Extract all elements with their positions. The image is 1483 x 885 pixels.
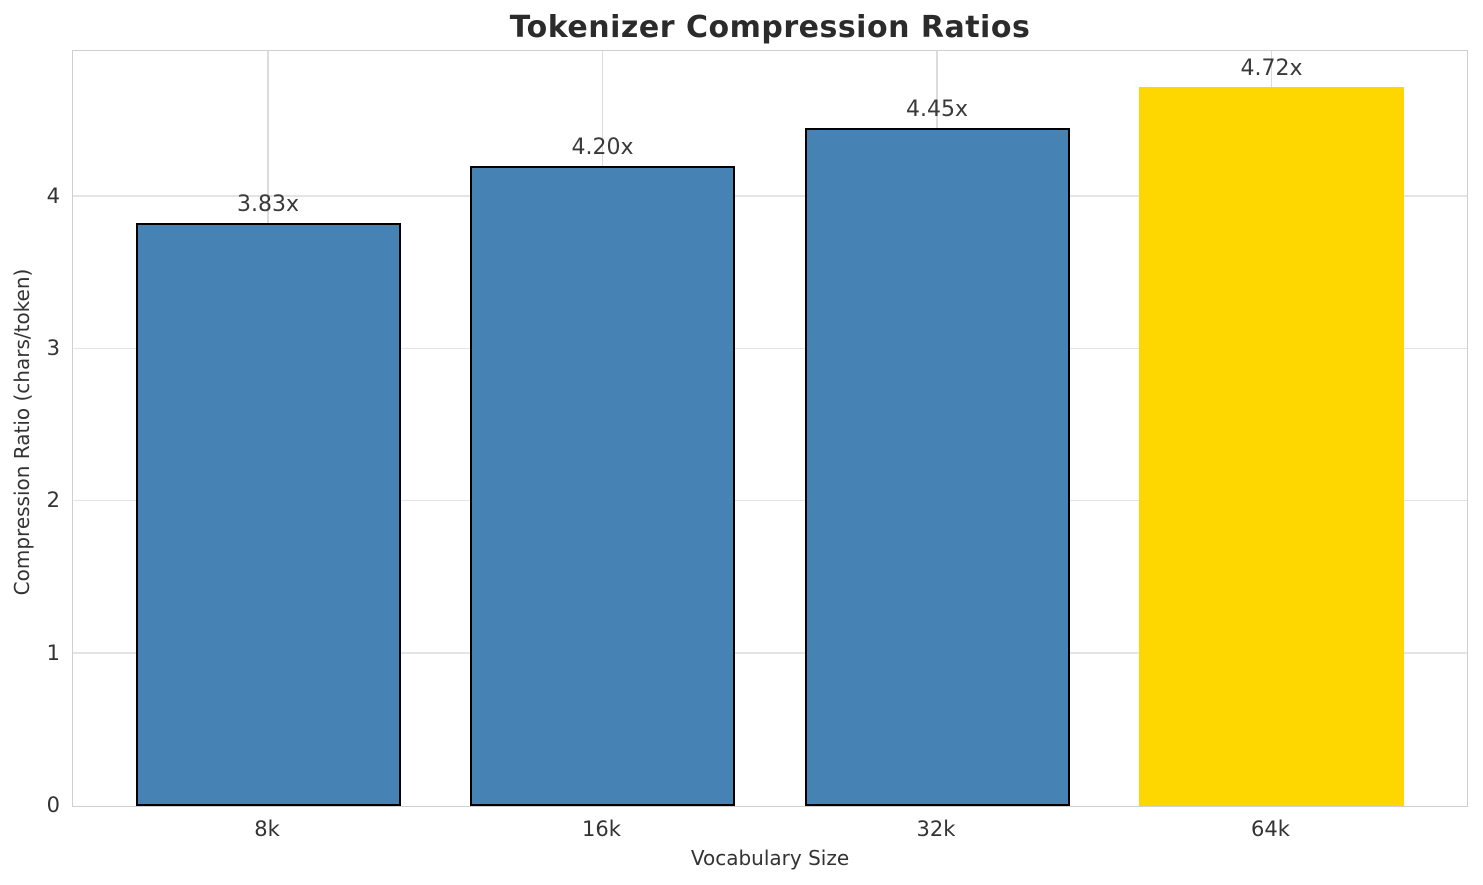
x-tick-label: 16k <box>582 817 621 841</box>
horizontal-gridline <box>73 499 1467 502</box>
x-axis-label: Vocabulary Size <box>690 846 850 870</box>
y-tick-label: 4 <box>46 183 60 208</box>
y-axis-label: Compression Ratio (chars/token) <box>10 268 34 596</box>
chart-title: Tokenizer Compression Ratios <box>509 10 1031 45</box>
bar-32k <box>804 128 1070 806</box>
y-tick-label: 0 <box>46 793 60 817</box>
bar-64k <box>1139 87 1404 806</box>
plot-area: 3.83x 4.20x 4.45x 4.72x <box>72 50 1468 807</box>
y-tick-label: 1 <box>46 640 60 665</box>
horizontal-gridline <box>73 347 1467 350</box>
bar-value-label: 3.83x <box>236 191 299 217</box>
bar-value-label: 4.45x <box>905 97 968 123</box>
x-tick-label: 8k <box>254 817 280 841</box>
bar-value-label: 4.20x <box>571 135 634 161</box>
x-tick-label: 64k <box>1251 817 1290 841</box>
bar-8k <box>135 222 401 806</box>
horizontal-gridline <box>73 652 1467 654</box>
horizontal-gridline <box>73 195 1467 197</box>
y-tick-label: 3 <box>46 336 60 361</box>
x-tick-label: 32k <box>916 817 956 841</box>
bar-16k <box>470 166 735 806</box>
y-tick-label: 2 <box>46 488 60 513</box>
bar-value-label: 4.72x <box>1240 56 1303 82</box>
